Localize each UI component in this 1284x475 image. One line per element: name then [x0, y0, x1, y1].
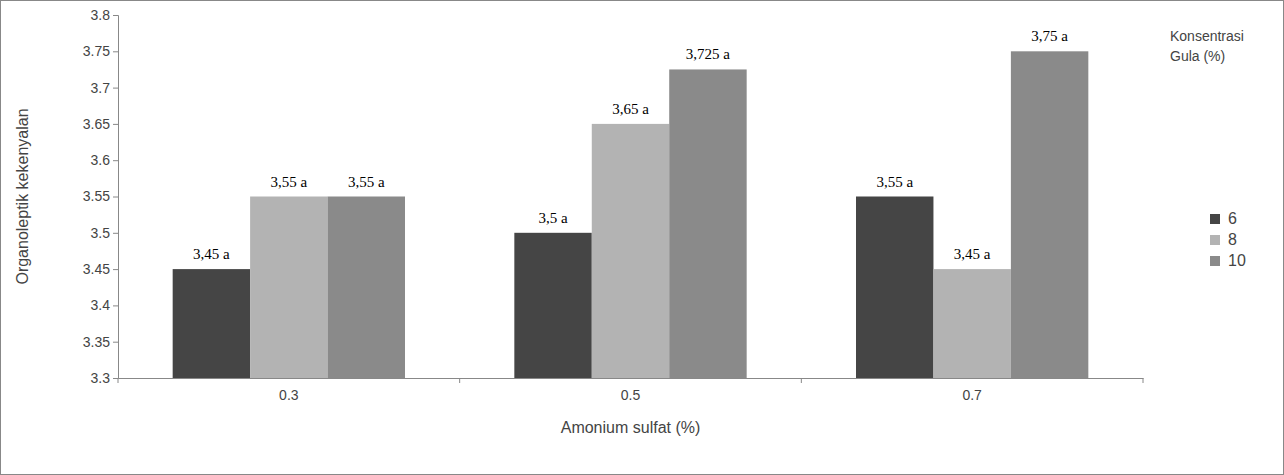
- x-tick-label: 0.3: [279, 387, 299, 403]
- bar: [856, 197, 933, 379]
- y-tick-label: 3.3: [91, 370, 111, 386]
- chart: 3,45 a 3,5 a 3,55 a 3,55 a 3,65 a 3,45 a 3,55 …: [0, 0, 1284, 475]
- legend: 6 8 10: [1210, 210, 1246, 269]
- x-tick: 0.7: [962, 378, 982, 403]
- y-tick-mark: [113, 233, 118, 234]
- x-tick-label: 0.7: [962, 387, 982, 403]
- y-tick-mark: [113, 88, 118, 89]
- data-label: 3,65 a: [612, 101, 649, 117]
- data-label: 3,55 a: [270, 174, 307, 190]
- legend-swatch: [1210, 256, 1220, 266]
- data-label: 3,725 a: [686, 46, 731, 62]
- data-label: 3,5 a: [538, 210, 568, 226]
- y-tick-label: 3.65: [83, 116, 110, 132]
- bar: [669, 69, 746, 378]
- x-axis-line: [119, 378, 1144, 379]
- y-tick-label: 3.7: [91, 80, 111, 96]
- y-tick-mark: [113, 51, 118, 52]
- data-label: 3,45 a: [954, 246, 991, 262]
- legend-label: 10: [1228, 252, 1246, 269]
- legend-swatch: [1210, 235, 1220, 245]
- x-tick-label: 0.5: [621, 387, 641, 403]
- legend-label: 6: [1228, 210, 1237, 227]
- y-tick-mark: [113, 269, 118, 270]
- y-tick-mark: [113, 378, 118, 379]
- x-boundary-tick: [801, 378, 802, 383]
- y-axis-line: [113, 16, 119, 379]
- legend-swatch: [1210, 214, 1220, 224]
- y-tick-label: 3.8: [91, 7, 111, 23]
- x-boundary-tick: [118, 378, 119, 383]
- plot: 3,45 a 3,5 a 3,55 a 3,55 a 3,65 a 3,45 a 3,55 …: [83, 7, 1144, 403]
- data-label: 3,75 a: [1031, 28, 1068, 44]
- y-tick: 3.3: [91, 370, 118, 386]
- x-axis: 0.3 0.5 0.7: [118, 378, 1144, 403]
- bar: [250, 197, 327, 379]
- y-tick: 3.75: [83, 43, 118, 59]
- y-tick-label: 3.35: [83, 334, 110, 350]
- bar: [173, 269, 250, 378]
- x-tick: 0.3: [279, 378, 299, 403]
- y-tick: 3.5: [91, 225, 118, 241]
- y-tick-mark: [113, 197, 118, 198]
- y-tick-mark: [113, 15, 118, 16]
- bar: [328, 197, 405, 379]
- y-tick: 3.7: [91, 80, 118, 96]
- y-tick-mark: [113, 124, 118, 125]
- y-axis-title: Organoleptik kekenyalan: [14, 108, 31, 284]
- y-tick: 3.4: [91, 297, 118, 313]
- legend-title: KonsentrasiGula (%): [1170, 28, 1244, 64]
- data-label: 3,45 a: [193, 246, 230, 262]
- y-tick: 3.35: [83, 334, 118, 350]
- y-tick-label: 3.6: [91, 152, 111, 168]
- data-labels: 3,45 a 3,5 a 3,55 a 3,55 a 3,65 a 3,45 a 3,55 …: [193, 28, 1068, 262]
- y-tick-label: 3.45: [83, 261, 110, 277]
- x-boundary-tick: [459, 378, 460, 383]
- y-tick: 3.8: [91, 7, 118, 23]
- y-tick-label: 3.75: [83, 43, 110, 59]
- bar: [592, 124, 669, 378]
- data-label: 3,55 a: [348, 174, 385, 190]
- y-tick: 3.6: [91, 152, 118, 168]
- y-tick-mark: [113, 305, 118, 306]
- bar: [933, 269, 1010, 378]
- y-axis: 3.3 3.35 3.4 3.45 3.5 3.55 3.6 3.65 3.7 3.75 3.8: [83, 7, 119, 386]
- legend-label: 8: [1228, 231, 1237, 248]
- y-tick-label: 3.5: [91, 225, 111, 241]
- y-tick-mark: [113, 342, 118, 343]
- y-tick: 3.45: [83, 261, 118, 277]
- chart-border: [1, 1, 1284, 475]
- data-label: 3,55 a: [876, 174, 913, 190]
- bar: [514, 233, 591, 378]
- x-boundary-tick: [1143, 378, 1144, 383]
- y-tick: 3.55: [83, 188, 118, 204]
- y-tick-mark: [113, 160, 118, 161]
- bars: [173, 51, 1089, 378]
- x-axis-title: Amonium sulfat (%): [561, 419, 701, 436]
- bar: [1011, 51, 1088, 378]
- y-tick-label: 3.55: [83, 188, 110, 204]
- y-tick-label: 3.4: [91, 297, 111, 313]
- y-tick: 3.65: [83, 116, 118, 132]
- x-tick: 0.5: [621, 378, 641, 403]
